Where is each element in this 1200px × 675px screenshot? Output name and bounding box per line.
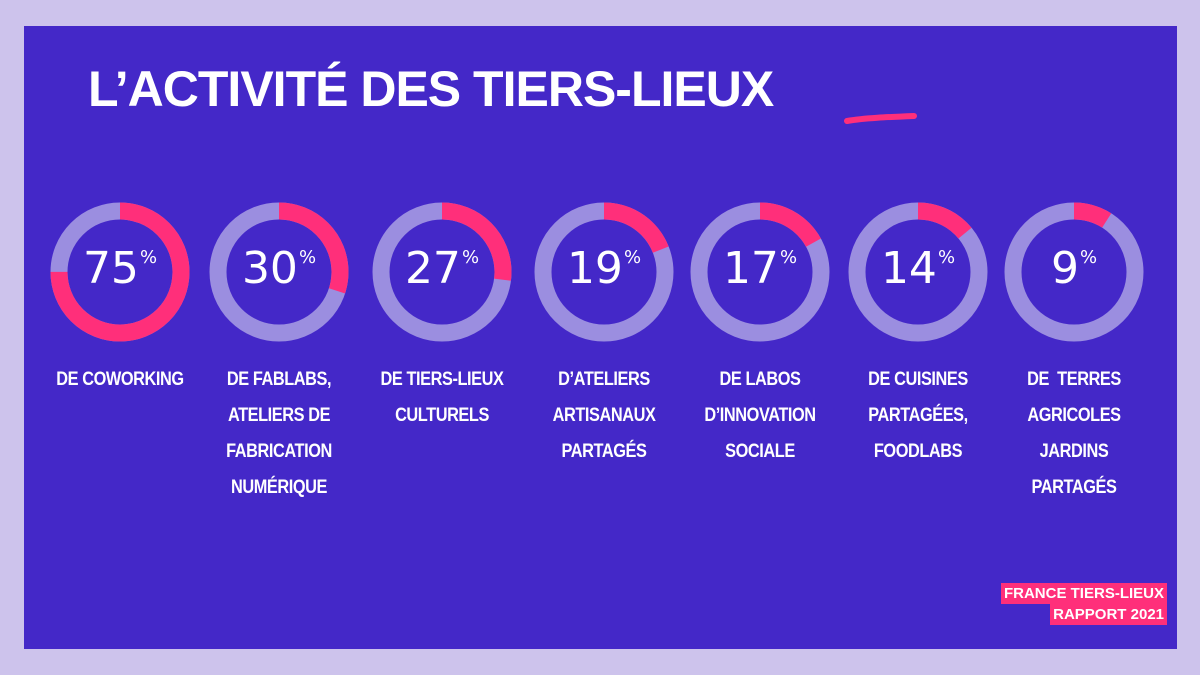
donut-value-label: 30%: [214, 247, 344, 291]
donut-value-unit: %: [779, 247, 798, 268]
donut-value-unit: %: [1079, 247, 1098, 268]
title-underline-decoration: [844, 113, 917, 124]
donut-charts: [50, 202, 1144, 342]
brand-line-1: FRANCE TIERS-LIEUX: [1000, 583, 1167, 604]
donut-value-label: 17%: [695, 247, 825, 291]
donut-caption-line: DE COWORKING: [56, 369, 184, 390]
donut-value-arc: [848, 202, 988, 342]
donut-caption: D’ATELIERS ARTISANAUX PARTAGÉS: [540, 362, 669, 470]
donut-caption-line: JARDINS: [1039, 441, 1109, 462]
donut-caption-line: D’INNOVATION: [704, 405, 816, 426]
donut-caption-line: NUMÉRIQUE: [231, 477, 327, 498]
donut-value-arc: [209, 202, 349, 342]
donut-caption-line: DE CUISINES: [868, 369, 968, 390]
donut-6: [848, 202, 988, 342]
donut-value-label: 27%: [377, 247, 507, 291]
donut-5: [690, 202, 830, 342]
donut-value-number: 9: [1050, 243, 1079, 294]
donut-caption-line: AGRICOLES: [1027, 405, 1121, 426]
donut-value-unit: %: [937, 247, 956, 268]
donut-value-number: 27: [404, 243, 461, 294]
donut-value-arc: [372, 202, 512, 342]
donut-caption-line: DE LABOS: [719, 369, 801, 390]
donut-caption-line: DE TERRES: [1027, 369, 1121, 390]
donut-caption: DE FABLABS, ATELIERS DE FABRICATION NUMÉRIQ…: [215, 362, 344, 506]
donut-value-number: 30: [241, 243, 298, 294]
donut-caption-line: DE TIERS-LIEUX: [380, 369, 504, 390]
donut-2: [209, 202, 349, 342]
donut-caption: DE LABOS D’INNOVATION SOCIALE: [696, 362, 825, 470]
donut-caption-line: SOCIALE: [725, 441, 795, 462]
donut-value-unit: %: [623, 247, 642, 268]
donut-7: [1004, 202, 1144, 342]
brand-footer: FRANCE TIERS-LIEUX RAPPORT 2021: [1000, 583, 1167, 625]
donut-1: [50, 202, 190, 342]
donut-value-label: 19%: [539, 247, 669, 291]
donut-caption-line: FABRICATION: [226, 441, 332, 462]
donut-caption-line: PARTAGÉS: [1031, 477, 1117, 498]
donut-value-label: 75%: [55, 247, 185, 291]
donut-value-unit: %: [139, 247, 158, 268]
donut-value-number: 75: [82, 243, 139, 294]
donut-value-number: 14: [880, 243, 937, 294]
donut-caption-line: FOODLABS: [873, 441, 963, 462]
infographic-panel: L’ACTIVITÉ DES TIERS-LIEUX 75% DE COWORKI…: [24, 26, 1177, 649]
donut-3: [372, 202, 512, 342]
donut-value-arc: [50, 202, 190, 342]
donut-value-label: 14%: [853, 247, 983, 291]
donut-value-number: 19: [566, 243, 623, 294]
page-title: L’ACTIVITÉ DES TIERS-LIEUX: [88, 61, 774, 117]
donut-value-arc: [534, 202, 674, 342]
donut-value-unit: %: [461, 247, 480, 268]
donut-caption: DE CUISINES PARTAGÉES, FOODLABS: [854, 362, 983, 470]
donut-value-unit: %: [298, 247, 317, 268]
donut-caption: DE TIERS-LIEUX CULTURELS: [378, 362, 507, 434]
donut-caption-line: ARTISANAUX: [552, 405, 656, 426]
donut-caption: DE TERRES AGRICOLES JARDINS PARTAGÉS: [1010, 362, 1139, 506]
donut-4: [534, 202, 674, 342]
donut-value-number: 17: [722, 243, 779, 294]
donut-value-arc: [690, 202, 830, 342]
brand-line-2: RAPPORT 2021: [1050, 604, 1167, 625]
donut-value-label: 9%: [1009, 247, 1139, 291]
donut-caption-line: PARTAGÉES,: [868, 405, 968, 426]
donut-caption-line: DE FABLABS,: [226, 369, 332, 390]
donut-caption-line: CULTURELS: [395, 405, 489, 426]
donut-caption-line: D’ATELIERS: [558, 369, 650, 390]
donut-caption-line: PARTAGÉS: [561, 441, 647, 462]
donut-caption-line: ATELIERS DE: [227, 405, 331, 426]
donut-caption: DE COWORKING: [56, 362, 185, 398]
donut-value-arc: [1004, 202, 1144, 342]
